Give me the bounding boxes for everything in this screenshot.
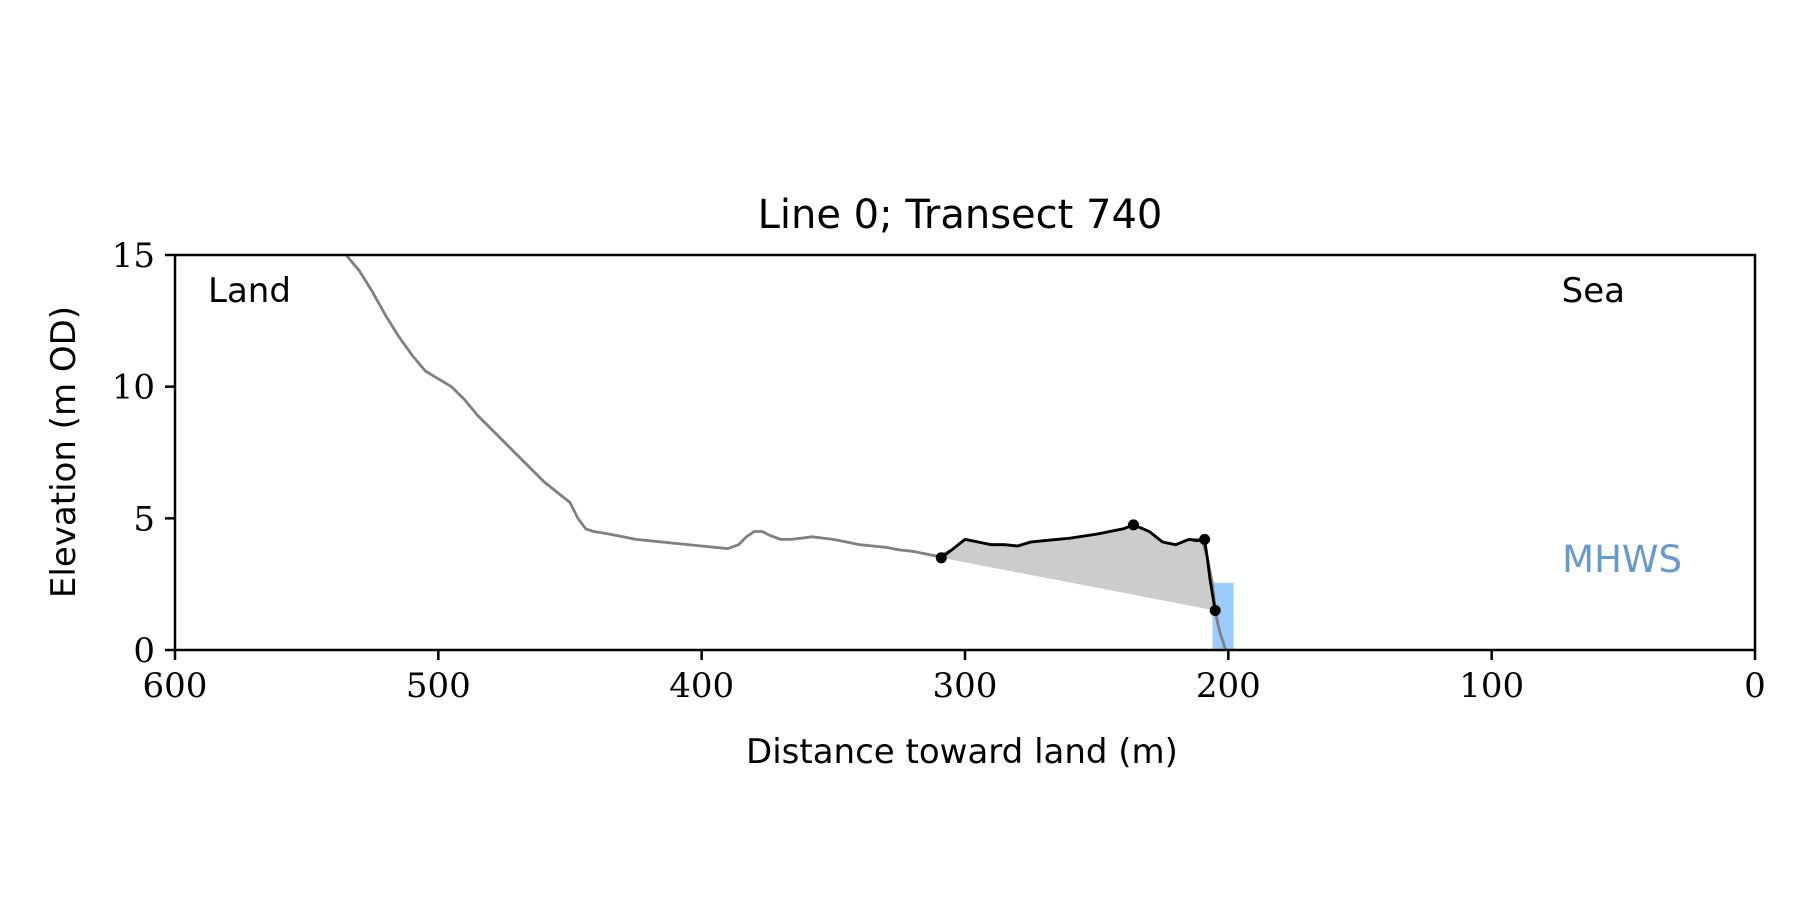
axis-ticks: 600 500 400 300 200 100 0 0 5 10 15: [112, 236, 1766, 706]
feature-marker: [935, 552, 947, 564]
feature-marker: [1128, 519, 1139, 531]
x-tick-label: 0: [1744, 666, 1766, 706]
chart-title: Line 0; Transect 740: [758, 192, 1163, 238]
shaded-area: [941, 524, 1226, 650]
y-tick-label: 5: [133, 499, 155, 539]
x-tick-label: 500: [406, 666, 471, 706]
y-tick-label: 15: [112, 236, 155, 276]
annotation-mhws: MHWS: [1562, 538, 1682, 581]
mhws-bar: [1212, 582, 1234, 650]
y-tick-label: 10: [112, 368, 155, 408]
feature-line: [940, 523, 1217, 611]
x-axis-label: Distance toward land (m): [746, 732, 1178, 772]
x-tick-label: 100: [1459, 666, 1524, 706]
axes-frame: [173, 253, 1757, 652]
plot-area: [345, 254, 1234, 651]
x-tick-label: 300: [933, 666, 998, 706]
y-axis-label: Elevation (m OD): [44, 306, 84, 598]
annotation-land: Land: [208, 271, 291, 311]
x-tick-label: 200: [1196, 666, 1261, 706]
profile-line: [345, 254, 1228, 651]
annotation-sea: Sea: [1562, 271, 1625, 311]
feature-marker: [1209, 605, 1221, 616]
x-tick-label: 400: [669, 666, 734, 706]
feature-marker: [1199, 533, 1211, 545]
y-tick-label: 0: [133, 631, 155, 671]
x-tick-label: 600: [143, 666, 208, 706]
